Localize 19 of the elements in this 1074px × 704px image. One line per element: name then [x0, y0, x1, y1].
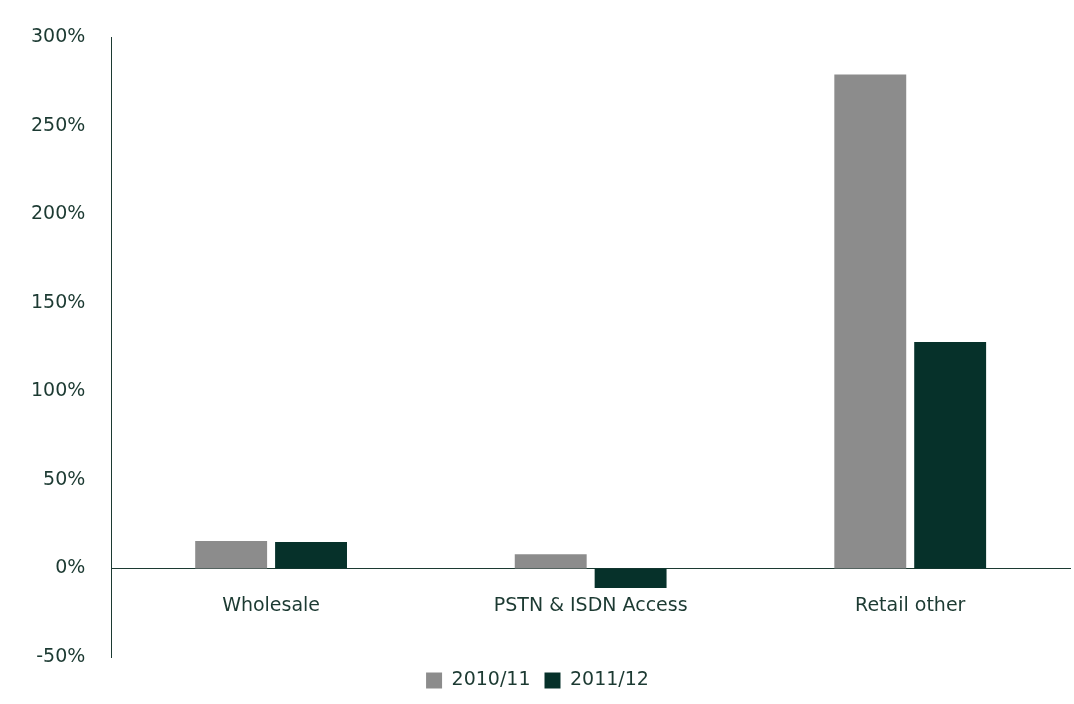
bar: [195, 541, 268, 569]
x-tick-label: Retail other: [855, 592, 966, 615]
y-tick-label: 250%: [30, 112, 86, 135]
x-tick-label: Wholesale: [222, 592, 321, 615]
y-tick-label: 200%: [30, 201, 86, 224]
bar: [514, 554, 587, 569]
y-tick-label: 50%: [43, 466, 86, 489]
y-tick-label: 100%: [30, 378, 86, 401]
y-tick-label: 300%: [30, 24, 86, 47]
y-tick-label: 150%: [30, 289, 86, 312]
x-tick-label: PSTN & ISDN Access: [493, 592, 688, 615]
bar: [275, 541, 347, 569]
legend-label: 2011/12: [570, 667, 649, 690]
bar: [594, 568, 667, 588]
y-tick-label: -50%: [36, 643, 86, 666]
bar: [834, 74, 907, 569]
bar: [914, 341, 987, 569]
y-tick-label: 0%: [55, 555, 86, 578]
legend-label: 2010/11: [451, 667, 531, 690]
